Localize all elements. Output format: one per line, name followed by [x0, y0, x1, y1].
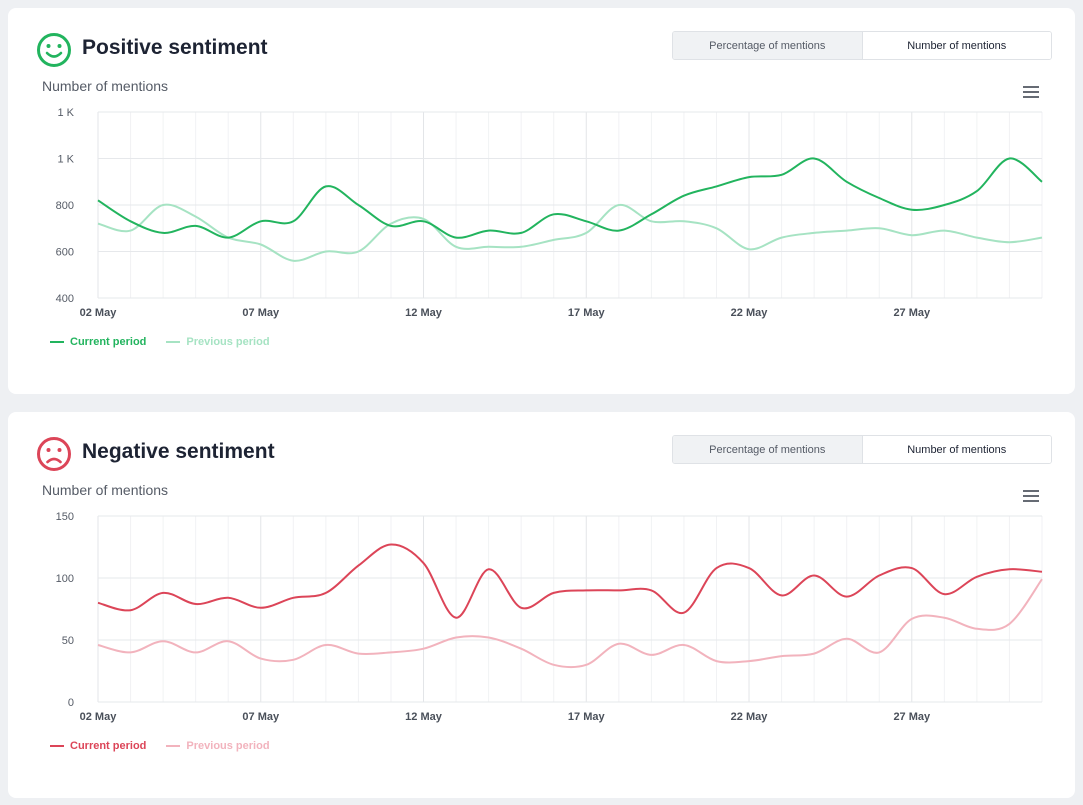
- negative-line-chart: 0 50 100 150 02 May 07 May 12 May 17 May 22 May 2…: [56, 511, 1043, 723]
- x-tick-label: 17 May: [568, 711, 606, 723]
- metric-toggle[interactable]: Percentage of mentions Number of mention…: [672, 31, 1052, 60]
- series-line-current-period: [97, 543, 1043, 619]
- y-tick-label: 100: [56, 573, 74, 585]
- x-tick-label: 27 May: [893, 711, 931, 723]
- legend-swatch-previous: [166, 745, 181, 747]
- y-tick-label: 50: [62, 635, 74, 647]
- y-tick-label: 1 K: [57, 107, 74, 119]
- y-tick-label: 400: [56, 293, 74, 305]
- legend-label-current: Current period: [70, 740, 147, 752]
- chart-legend: Current period Previous period: [50, 740, 270, 752]
- legend-swatch-current: [50, 745, 64, 747]
- number-of-mentions-button[interactable]: Number of mentions: [862, 436, 1051, 463]
- x-tick-label: 02 May: [80, 307, 118, 319]
- legend-item-previous[interactable]: Previous period: [166, 336, 270, 348]
- panel-title: Positive sentiment: [82, 36, 268, 59]
- x-tick-label: 12 May: [405, 307, 443, 319]
- y-axis-title: Number of mentions: [42, 482, 169, 498]
- chart-legend: Current period Previous period: [50, 336, 270, 348]
- legend-swatch-current: [50, 341, 64, 343]
- smiley-happy-icon: [37, 33, 71, 67]
- positive-sentiment-card: Positive sentiment Percentage of mention…: [8, 8, 1075, 394]
- series-line-previous-period: [97, 578, 1043, 669]
- x-tick-label: 07 May: [242, 711, 280, 723]
- x-tick-label: 12 May: [405, 711, 443, 723]
- percentage-of-mentions-button[interactable]: Percentage of mentions: [673, 436, 863, 463]
- y-tick-label: 800: [56, 200, 74, 212]
- series-line-previous-period: [97, 203, 1043, 262]
- x-tick-label: 27 May: [893, 307, 931, 319]
- smiley-sad-icon: [37, 437, 71, 471]
- x-tick-label: 22 May: [731, 307, 769, 319]
- x-tick-label: 07 May: [242, 307, 280, 319]
- legend-item-previous[interactable]: Previous period: [166, 740, 270, 752]
- legend-label-current: Current period: [70, 336, 147, 348]
- x-tick-label: 22 May: [731, 711, 769, 723]
- number-of-mentions-button[interactable]: Number of mentions: [862, 32, 1051, 59]
- x-tick-label: 17 May: [568, 307, 606, 319]
- legend-label-previous: Previous period: [186, 336, 270, 348]
- legend-item-current[interactable]: Current period: [50, 740, 146, 752]
- chart-menu-icon[interactable]: [1023, 490, 1039, 504]
- legend-swatch-previous: [166, 341, 181, 343]
- chart-menu-icon[interactable]: [1023, 86, 1039, 100]
- negative-sentiment-card: Negative sentiment Percentage of mention…: [8, 412, 1075, 798]
- y-tick-label: 1 K: [57, 154, 74, 166]
- panel-title: Negative sentiment: [82, 440, 275, 463]
- y-tick-label: 150: [56, 511, 74, 523]
- percentage-of-mentions-button[interactable]: Percentage of mentions: [673, 32, 863, 59]
- positive-line-chart: 400 600 800 1 K 1 K 02 May 07 May 12 May 17 May 2…: [56, 107, 1043, 319]
- y-tick-label: 0: [68, 697, 74, 709]
- y-axis-title: Number of mentions: [42, 78, 169, 94]
- y-tick-label: 600: [56, 247, 74, 259]
- legend-item-current[interactable]: Current period: [50, 336, 146, 348]
- metric-toggle[interactable]: Percentage of mentions Number of mention…: [672, 435, 1052, 464]
- x-tick-label: 02 May: [80, 711, 118, 723]
- series-line-current-period: [97, 157, 1043, 239]
- legend-label-previous: Previous period: [186, 740, 270, 752]
